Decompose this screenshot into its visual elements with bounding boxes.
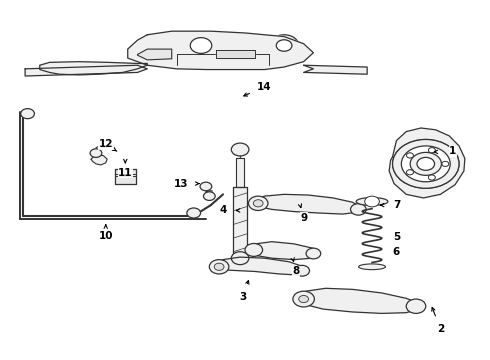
Circle shape xyxy=(442,161,449,166)
Text: 2: 2 xyxy=(437,324,444,334)
Circle shape xyxy=(442,161,449,166)
Polygon shape xyxy=(128,31,314,69)
Text: 11: 11 xyxy=(118,168,132,178)
Circle shape xyxy=(231,252,249,265)
Circle shape xyxy=(200,182,212,191)
Circle shape xyxy=(407,170,414,175)
Circle shape xyxy=(231,143,249,156)
Polygon shape xyxy=(254,194,362,214)
Text: 9: 9 xyxy=(300,213,307,222)
Text: 5: 5 xyxy=(393,232,400,242)
Polygon shape xyxy=(299,288,420,314)
Polygon shape xyxy=(216,50,255,58)
Circle shape xyxy=(187,208,200,218)
Circle shape xyxy=(248,196,268,211)
Circle shape xyxy=(253,200,263,207)
Circle shape xyxy=(214,263,224,270)
Polygon shape xyxy=(249,242,318,260)
Circle shape xyxy=(407,153,414,158)
Circle shape xyxy=(401,146,450,182)
Circle shape xyxy=(365,196,379,207)
Ellipse shape xyxy=(356,198,388,206)
Polygon shape xyxy=(236,158,244,187)
Circle shape xyxy=(401,146,450,182)
Text: 7: 7 xyxy=(393,200,400,210)
Circle shape xyxy=(392,139,459,188)
Circle shape xyxy=(407,153,414,158)
Circle shape xyxy=(407,170,414,175)
Text: 6: 6 xyxy=(393,247,400,257)
Polygon shape xyxy=(233,187,247,253)
Circle shape xyxy=(428,148,435,153)
Circle shape xyxy=(410,152,441,175)
Polygon shape xyxy=(40,62,147,75)
Circle shape xyxy=(203,192,215,201)
Text: 1: 1 xyxy=(449,146,456,156)
Circle shape xyxy=(392,139,459,188)
Polygon shape xyxy=(389,128,465,198)
Polygon shape xyxy=(115,169,136,184)
Circle shape xyxy=(428,175,435,180)
Text: 10: 10 xyxy=(98,231,113,241)
Circle shape xyxy=(417,157,435,170)
Circle shape xyxy=(306,248,321,259)
Circle shape xyxy=(190,38,212,53)
Circle shape xyxy=(428,175,435,180)
Text: 12: 12 xyxy=(98,139,113,149)
Polygon shape xyxy=(304,65,367,74)
Circle shape xyxy=(299,296,309,303)
Circle shape xyxy=(270,35,299,56)
Polygon shape xyxy=(213,257,306,275)
Polygon shape xyxy=(91,155,107,165)
Circle shape xyxy=(293,291,315,307)
Circle shape xyxy=(209,260,229,274)
Polygon shape xyxy=(25,65,147,76)
Text: 8: 8 xyxy=(293,266,300,276)
Text: 3: 3 xyxy=(239,292,246,302)
Ellipse shape xyxy=(359,264,386,270)
Circle shape xyxy=(350,204,366,215)
Circle shape xyxy=(410,152,441,175)
Circle shape xyxy=(182,32,220,59)
Circle shape xyxy=(245,243,263,256)
Circle shape xyxy=(101,140,111,148)
Circle shape xyxy=(295,265,310,276)
Circle shape xyxy=(276,40,292,51)
Text: 14: 14 xyxy=(257,82,272,92)
Circle shape xyxy=(406,299,426,314)
Circle shape xyxy=(428,148,435,153)
Text: 13: 13 xyxy=(174,179,189,189)
Polygon shape xyxy=(138,49,172,60)
Circle shape xyxy=(417,157,435,170)
Circle shape xyxy=(90,149,102,157)
Text: 4: 4 xyxy=(220,206,227,216)
Circle shape xyxy=(21,109,34,119)
